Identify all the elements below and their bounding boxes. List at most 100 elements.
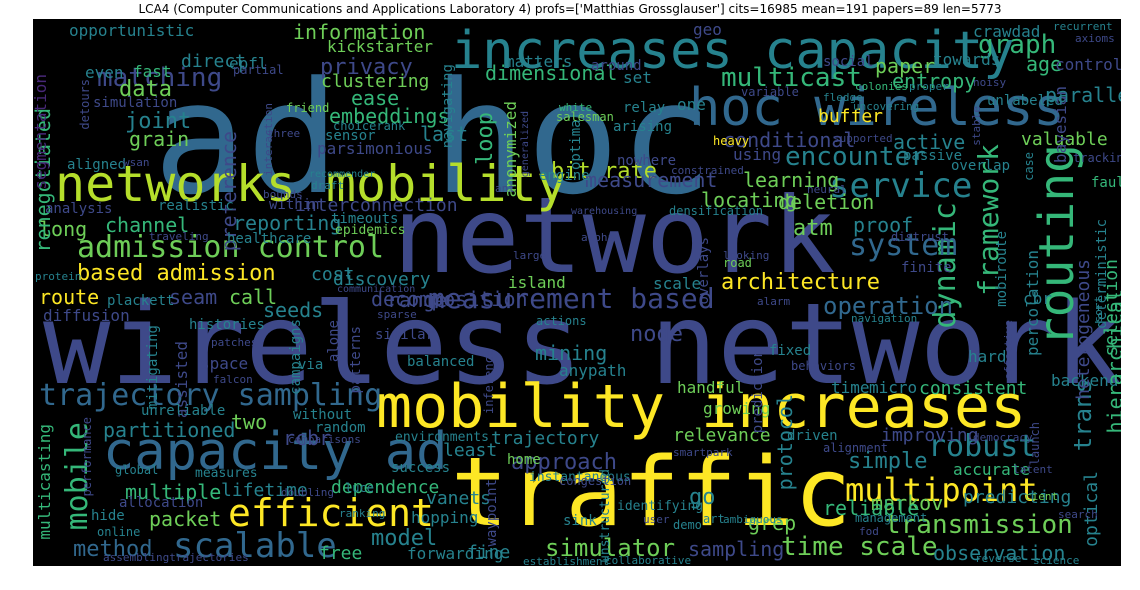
cloud-word-robust: robust: [928, 429, 1037, 464]
cloud-word-launch: launch: [1028, 422, 1042, 466]
cloud-word-management: management: [855, 511, 928, 525]
cloud-word-user: user: [643, 513, 670, 526]
cloud-word-network: network: [393, 175, 836, 297]
cloud-word-based-admission: based admission: [77, 261, 276, 286]
cloud-word-case: case: [1022, 152, 1036, 181]
cloud-word-three: three: [267, 127, 301, 140]
cloud-word-simulation: simulation: [93, 95, 178, 111]
cloud-word-parallel: parallel: [1045, 83, 1121, 107]
cloud-word-histories: histories: [189, 317, 265, 333]
cloud-word-joint: joint: [125, 109, 192, 134]
cloud-word-time: time: [831, 378, 870, 397]
cloud-word-nowhere: nowhere: [617, 153, 677, 169]
cloud-word-without: without: [293, 407, 353, 423]
cloud-word-reliable: reliable: [823, 496, 920, 520]
cloud-word-smartpark: smartpark: [673, 446, 733, 459]
cloud-word-backend: backend: [1051, 371, 1119, 390]
cloud-word-comparisons: comparisons: [288, 433, 361, 446]
cloud-word-overlays: overlays: [696, 237, 712, 305]
cloud-word-wsan: wsan: [123, 156, 150, 169]
cloud-word-white: white: [559, 101, 593, 114]
cloud-word-ant: ant: [495, 182, 515, 195]
cloud-word-protein: protein: [35, 270, 82, 283]
cloud-word-interconnection: interconnection: [295, 195, 458, 216]
cloud-word-warehousing: warehousing: [571, 206, 638, 217]
cloud-word-partitioned: partitioned: [103, 418, 236, 442]
cloud-word-generalized: generalized: [520, 111, 531, 178]
cloud-word-looking: looking: [723, 249, 770, 262]
cloud-word-age: age: [1026, 52, 1063, 76]
cloud-word-networks-mobility: networks mobility: [55, 155, 567, 213]
cloud-word-assemblingtrajectories: assemblingtrajectories: [103, 551, 249, 564]
cloud-word-densification: densification: [669, 204, 763, 218]
cloud-word-approach: approach: [511, 450, 617, 475]
cloud-word-via: via: [298, 357, 324, 373]
cloud-word-sort: sort: [1092, 296, 1105, 323]
cloud-word-demo: demo: [673, 518, 702, 532]
cloud-word-detours: detours: [78, 79, 92, 130]
cloud-word-graph: graph: [978, 30, 1057, 60]
cloud-word-behaviors: behaviors: [791, 359, 857, 373]
word-cloud: ad hoc wireless networks network traffic mob…: [33, 19, 1121, 566]
cloud-word-waypoint: waypoint: [484, 479, 500, 547]
cloud-word-multicast: multicast: [721, 63, 862, 93]
cloud-word-traffic: traffic: [451, 438, 852, 548]
cloud-word-random: random: [315, 420, 366, 436]
cloud-word-method: method: [73, 537, 153, 562]
cloud-word-island: island: [508, 273, 566, 292]
cloud-word-sparse: sparse: [377, 308, 417, 321]
cloud-word-decomposition: decomposition: [371, 287, 528, 311]
cloud-word-recommender: recommender: [309, 169, 376, 180]
cloud-word-packet: packet: [149, 507, 222, 531]
cloud-word-road: road: [723, 256, 752, 270]
cloud-word-dependence: dependence: [331, 477, 440, 498]
cloud-word-range: range: [387, 288, 448, 312]
cloud-word-fast: fast: [133, 62, 172, 81]
cloud-word-multicasting: multicasting: [35, 424, 54, 540]
cloud-word-node: node: [630, 322, 683, 347]
cloud-word-opportunistic: opportunistic: [69, 21, 195, 40]
cloud-word-direct: direct: [181, 51, 247, 72]
cloud-word-partial: partial: [233, 63, 284, 77]
cloud-word-similar: similar: [375, 327, 435, 343]
cloud-word-traveling: traveling: [149, 230, 209, 243]
cloud-word-proper: proper: [909, 80, 949, 93]
cloud-word-parsimonious: parsimonious: [317, 139, 433, 158]
cloud-word-learning: learning: [743, 168, 840, 192]
cloud-word-capacity-ad: capacity ad: [103, 422, 448, 482]
cloud-word-towards: towards: [933, 50, 1001, 69]
cloud-word-success: success: [391, 460, 451, 476]
cloud-word-micro: micro: [869, 378, 918, 397]
cloud-word-service: service: [829, 166, 973, 206]
cloud-word-passive: passive: [903, 148, 963, 164]
cloud-word-efficient: efficient: [228, 491, 434, 535]
cloud-word-balanced: balanced: [407, 354, 475, 370]
cloud-word-even: even: [85, 63, 124, 82]
cloud-word-crawdad: crawdad: [973, 22, 1041, 41]
cloud-word-discovery: discovery: [333, 269, 431, 290]
cloud-word-mitigating: mitigating: [145, 325, 161, 410]
cloud-word-tracking: tracking: [1073, 151, 1121, 165]
figure-title: LCA4 (Computer Communications and Applic…: [138, 2, 1002, 16]
cloud-word-friend: friend: [286, 101, 330, 115]
cloud-word-relevance: relevance: [673, 425, 771, 446]
cloud-word-lifetime: lifetime: [221, 480, 308, 501]
cloud-word-bounds: bounds: [263, 188, 303, 201]
cloud-word-conditional: conditional: [723, 128, 856, 152]
cloud-word-clustering: clustering: [321, 71, 430, 92]
cloud-word-navigating: navigating: [440, 64, 456, 149]
cloud-word-finite: finite: [901, 260, 952, 276]
cloud-word-luce: luce: [345, 481, 374, 495]
cloud-word-noisy: noisy: [973, 76, 1007, 89]
cloud-word-buffer: buffer: [818, 106, 884, 127]
cloud-word-trajectory-sampling: trajectory sampling: [39, 378, 383, 413]
cloud-word-ease: ease: [351, 86, 400, 110]
cloud-word-active: active: [893, 130, 966, 154]
cloud-word-information: information: [293, 20, 426, 44]
cloud-word-effective: effective: [1002, 320, 1015, 380]
cloud-word-aligned: aligned: [67, 157, 127, 173]
cloud-word-heterogeneous: heterogeneous: [1073, 259, 1094, 400]
cloud-word-measurement-based: measurement based: [428, 282, 715, 315]
cloud-word-segmentation: segmentation: [33, 74, 50, 190]
cloud-word-using: using: [733, 145, 782, 164]
